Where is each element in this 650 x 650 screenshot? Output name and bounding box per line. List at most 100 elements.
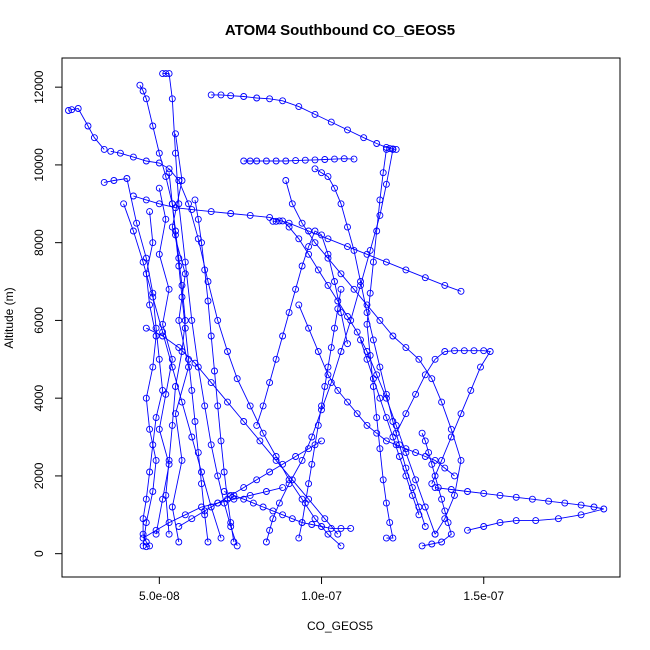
data-point [152, 332, 160, 340]
data-point [266, 526, 274, 534]
series-14 [191, 196, 238, 546]
data-point [314, 421, 322, 429]
data-point [100, 178, 108, 186]
data-point [337, 542, 345, 550]
data-point [159, 328, 167, 336]
data-point [577, 501, 585, 509]
data-point [318, 231, 325, 239]
data-point [249, 499, 257, 507]
data-point [457, 287, 465, 295]
x-tick-label: 1.5e-07 [463, 589, 504, 603]
data-point [376, 196, 384, 204]
data-point [201, 266, 209, 274]
data-point [288, 515, 296, 523]
data-point [227, 519, 235, 527]
data-point [139, 87, 147, 95]
data-point [438, 538, 446, 546]
data-point [337, 348, 345, 355]
data-point [266, 468, 274, 476]
data-point [318, 437, 325, 445]
data-point [382, 437, 390, 445]
data-point [324, 281, 332, 289]
data-point [376, 394, 384, 402]
data-point [262, 488, 270, 495]
data-point [74, 105, 82, 112]
data-point [142, 543, 150, 551]
data-point [155, 250, 163, 258]
data-point [467, 386, 475, 394]
data-point [421, 437, 429, 445]
series-line [224, 491, 351, 529]
data-point [272, 217, 280, 225]
data-point [292, 157, 300, 165]
data-point [425, 449, 433, 457]
data-point [318, 402, 325, 410]
data-point [240, 418, 248, 425]
data-point [418, 542, 426, 550]
data-point [337, 270, 345, 278]
data-point [178, 398, 186, 406]
data-point [152, 324, 160, 332]
data-point [337, 524, 345, 532]
data-point [412, 449, 420, 457]
data-point [486, 348, 494, 355]
data-point [146, 208, 154, 216]
data-point [259, 429, 267, 437]
data-point [259, 402, 267, 410]
data-point [308, 433, 316, 441]
y-axis-label: Altitude (m) [2, 287, 16, 348]
series-29 [139, 484, 287, 542]
series-line [256, 230, 348, 426]
data-point [480, 347, 488, 355]
data-point [165, 70, 173, 78]
data-point [155, 355, 163, 363]
x-tick-label: 1.0e-07 [301, 589, 342, 603]
data-point [269, 507, 277, 515]
data-point [175, 262, 183, 270]
data-point [142, 519, 150, 527]
data-point [353, 328, 361, 336]
data-point [369, 258, 377, 266]
data-point [441, 464, 449, 472]
data-point [363, 301, 371, 309]
data-point [382, 390, 390, 398]
data-point [168, 355, 176, 363]
data-point [227, 210, 235, 217]
data-point [178, 281, 186, 289]
data-point [363, 355, 371, 363]
series-line [146, 327, 339, 535]
data-point [369, 375, 377, 383]
series-23 [142, 324, 342, 538]
data-point [207, 503, 215, 511]
data-point [269, 515, 277, 523]
data-point [415, 355, 423, 363]
data-point [382, 499, 390, 507]
data-point [477, 363, 484, 371]
data-point [428, 460, 436, 468]
data-point [152, 526, 160, 534]
data-point [464, 526, 471, 534]
data-point [149, 363, 157, 371]
data-point [321, 515, 329, 523]
series-20 [418, 429, 455, 550]
data-point [275, 499, 283, 507]
data-point [146, 468, 154, 476]
data-point [460, 347, 468, 355]
data-point [305, 445, 313, 453]
data-point [185, 200, 192, 208]
data-point [181, 511, 189, 519]
data-point [100, 145, 108, 153]
data-point [363, 320, 371, 328]
data-point [311, 515, 319, 523]
data-point [253, 157, 261, 165]
data-point [369, 336, 377, 344]
data-point [207, 332, 215, 340]
data-point [324, 530, 332, 538]
data-point [402, 266, 410, 274]
data-point [279, 511, 287, 519]
data-point [350, 246, 358, 254]
data-point [324, 235, 332, 243]
data-point [272, 456, 280, 464]
